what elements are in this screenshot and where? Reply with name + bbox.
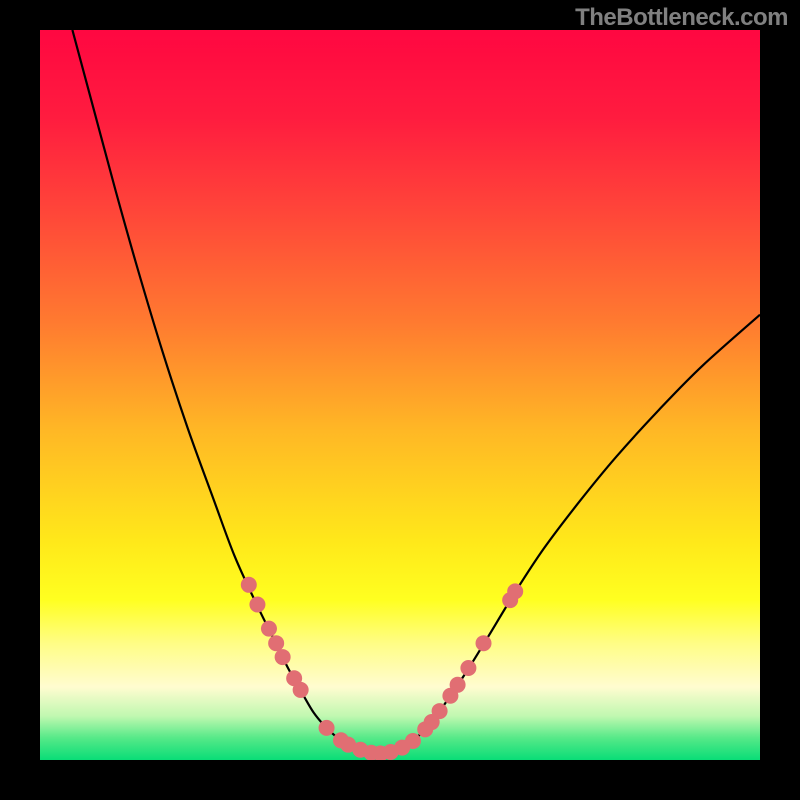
curve-marker [249, 597, 265, 613]
watermark-label: TheBottleneck.com [575, 4, 788, 32]
chart-container: TheBottleneck.com [0, 0, 800, 800]
plot-background [40, 30, 760, 760]
curve-marker [476, 635, 492, 651]
curve-marker [432, 703, 448, 719]
curve-marker [450, 677, 466, 693]
curve-marker [268, 635, 284, 651]
curve-marker [261, 621, 277, 637]
curve-marker [507, 583, 523, 599]
curve-marker [241, 577, 257, 593]
curve-marker [405, 733, 421, 749]
bottleneck-curve-chart [0, 0, 800, 800]
curve-marker [275, 649, 291, 665]
curve-marker [293, 682, 309, 698]
curve-marker [460, 660, 476, 676]
curve-marker [319, 720, 335, 736]
